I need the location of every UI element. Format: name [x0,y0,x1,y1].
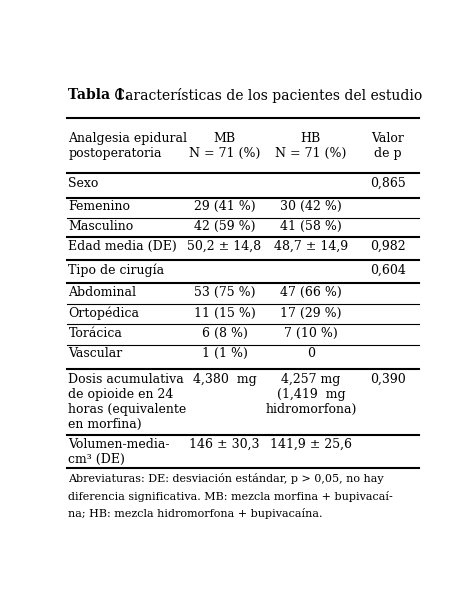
Text: Características de los pacientes del estudio: Características de los pacientes del est… [110,88,422,103]
Text: 4,380  mg: 4,380 mg [193,373,256,386]
Text: 0,865: 0,865 [370,177,406,190]
Text: 7 (10 %): 7 (10 %) [284,327,338,340]
Text: Femenino: Femenino [68,200,130,213]
Text: Valor
de p: Valor de p [372,132,404,160]
Text: 48,7 ± 14,9: 48,7 ± 14,9 [274,240,348,253]
Text: Vascular: Vascular [68,347,123,361]
Text: 0,390: 0,390 [370,373,406,386]
Text: MB
N = 71 (%): MB N = 71 (%) [189,132,260,160]
Text: 11 (15 %): 11 (15 %) [194,307,255,320]
Text: 1 (1 %): 1 (1 %) [201,347,247,361]
Text: 29 (41 %): 29 (41 %) [194,200,255,213]
Text: 141,9 ± 25,6: 141,9 ± 25,6 [270,438,352,451]
Text: 0: 0 [307,347,315,361]
Text: 6 (8 %): 6 (8 %) [201,327,247,340]
Text: Tipo de cirugía: Tipo de cirugía [68,264,164,277]
Text: Ortopédica: Ortopédica [68,307,139,320]
Text: 41 (58 %): 41 (58 %) [280,220,342,233]
Text: HB
N = 71 (%): HB N = 71 (%) [275,132,346,160]
Text: 42 (59 %): 42 (59 %) [194,220,255,233]
Text: 4,257 mg
(1,419  mg
hidromorfona): 4,257 mg (1,419 mg hidromorfona) [265,373,356,416]
Text: 50,2 ± 14,8: 50,2 ± 14,8 [188,240,262,253]
Text: na; HB: mezcla hidromorfona + bupivacaína.: na; HB: mezcla hidromorfona + bupivacaín… [68,508,323,519]
Text: 0,982: 0,982 [370,240,406,253]
Text: 47 (66 %): 47 (66 %) [280,286,342,299]
Text: 53 (75 %): 53 (75 %) [194,286,255,299]
Text: Volumen-media-
cm³ (DE): Volumen-media- cm³ (DE) [68,438,170,466]
Text: Abdominal: Abdominal [68,286,137,299]
Text: Tabla 1.: Tabla 1. [68,88,130,102]
Text: Abreviaturas: DE: desviación estándar, p > 0,05, no hay: Abreviaturas: DE: desviación estándar, p… [68,473,384,484]
Text: Edad media (DE): Edad media (DE) [68,240,177,253]
Text: Torácica: Torácica [68,327,122,340]
Text: Masculino: Masculino [68,220,134,233]
Text: diferencia significativa. MB: mezcla morfina + bupivacaí-: diferencia significativa. MB: mezcla mor… [68,491,393,502]
Text: 0,604: 0,604 [370,264,406,277]
Text: Sexo: Sexo [68,177,99,190]
Text: 146 ± 30,3: 146 ± 30,3 [189,438,260,451]
Text: 17 (29 %): 17 (29 %) [280,307,342,320]
Text: 30 (42 %): 30 (42 %) [280,200,342,213]
Text: Dosis acumulativa
de opioide en 24
horas (equivalente
en morfina): Dosis acumulativa de opioide en 24 horas… [68,373,187,431]
Text: Analgesia epidural
postoperatoria: Analgesia epidural postoperatoria [68,132,187,160]
